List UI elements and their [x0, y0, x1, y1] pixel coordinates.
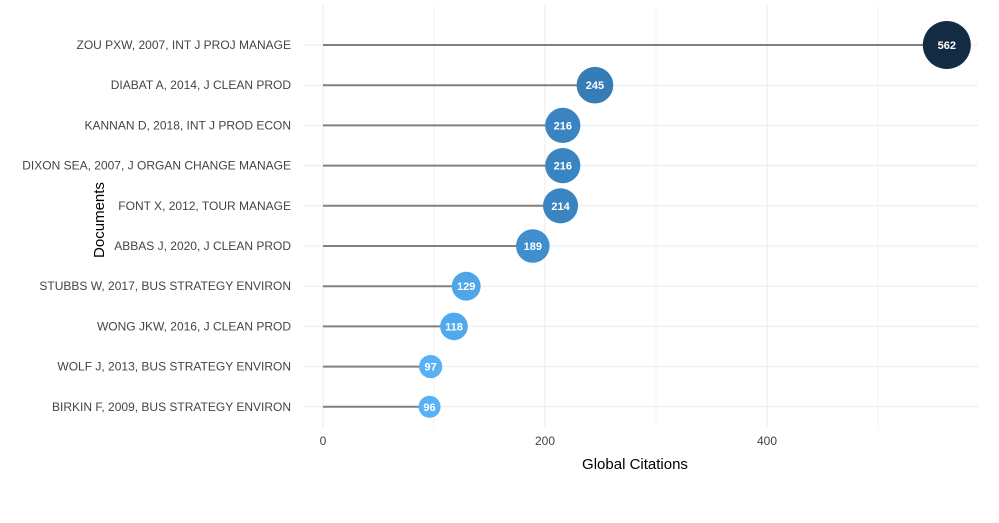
grid-layer	[304, 5, 978, 428]
data-value-label: 118	[445, 321, 463, 333]
lollipop-point	[419, 354, 443, 379]
data-value-label: 96	[423, 402, 435, 414]
data-value-label: 214	[551, 201, 570, 213]
data-value-label: 216	[554, 120, 572, 132]
data-value-label: 129	[457, 281, 475, 293]
y-tick-labels: ZOU PXW, 2007, INT J PROJ MANAGE DIABAT A…	[22, 38, 291, 414]
y-tick-label: ZOU PXW, 2007, INT J PROJ MANAGE	[77, 38, 292, 52]
y-tick-label: ABBAS J, 2020, J CLEAN PROD	[114, 239, 291, 253]
lollipop-point	[576, 66, 614, 104]
y-tick-label: WONG JKW, 2016, J CLEAN PROD	[97, 319, 291, 333]
x-tick-labels: 0 200 400	[320, 434, 778, 448]
x-tick-label: 0	[320, 434, 327, 448]
y-tick-label: DIXON SEA, 2007, J ORGAN CHANGE MANAGE	[22, 159, 291, 173]
data-value-label: 562	[938, 40, 956, 52]
lollipop-point	[515, 229, 550, 263]
lollipop-point	[451, 271, 481, 301]
y-tick-label: DIABAT A, 2014, J CLEAN PROD	[111, 78, 292, 92]
lollipop-point	[440, 312, 468, 341]
x-axis-title: Global Citations	[582, 456, 688, 473]
x-tick-label: 200	[535, 434, 555, 448]
stem-layer	[323, 44, 947, 408]
lollipop-point	[545, 148, 581, 184]
y-axis-title: Documents	[91, 182, 108, 258]
lollipop-point	[418, 395, 441, 418]
lollipop-point	[545, 107, 581, 143]
y-tick-label: BIRKIN F, 2009, BUS STRATEGY ENVIRON	[52, 400, 291, 414]
data-value-label: 216	[554, 161, 572, 173]
data-value-label: 189	[524, 241, 542, 253]
data-value-label: 245	[586, 80, 604, 92]
lollipop-point	[542, 188, 579, 224]
y-tick-label: FONT X, 2012, TOUR MANAGE	[118, 199, 291, 213]
x-tick-label: 400	[757, 434, 777, 448]
y-tick-label: STUBBS W, 2017, BUS STRATEGY ENVIRON	[39, 279, 291, 293]
point-layer: 562 245 216 216 214 189 129 118 97 96	[418, 21, 971, 418]
y-tick-label: WOLF J, 2013, BUS STRATEGY ENVIRON	[57, 360, 291, 374]
data-value-label: 97	[425, 362, 437, 374]
y-tick-label: KANNAN D, 2018, INT J PROD ECON	[85, 118, 292, 132]
lollipop-point	[922, 21, 971, 69]
